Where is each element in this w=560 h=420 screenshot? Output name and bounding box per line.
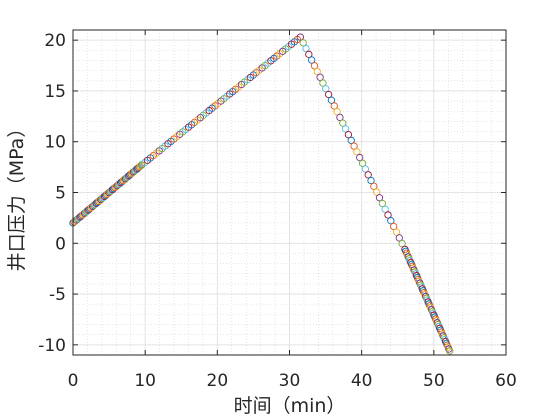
data-point <box>353 148 361 156</box>
data-point <box>392 228 401 236</box>
data-point <box>381 205 389 213</box>
data-point <box>367 176 375 185</box>
data-point <box>378 199 386 208</box>
data-point <box>316 73 324 81</box>
data-point <box>333 108 341 116</box>
data-point <box>364 171 372 179</box>
data-point <box>361 165 370 173</box>
x-tick-label: 0 <box>68 371 79 391</box>
y-tick-label: 20 <box>44 31 66 51</box>
data-point <box>302 44 310 53</box>
y-tick-label: 5 <box>55 184 66 204</box>
y-tick-label: -5 <box>49 285 66 305</box>
data-point <box>344 130 353 139</box>
y-tick-label: 0 <box>55 234 66 254</box>
data-point <box>310 62 319 70</box>
axis-ticks <box>72 30 507 355</box>
data-point <box>358 159 367 167</box>
data-point <box>319 79 327 87</box>
y-tick-label: 15 <box>44 82 66 102</box>
data-point <box>341 125 350 133</box>
x-tick-label: 60 <box>495 371 517 391</box>
data-point <box>327 96 336 104</box>
x-tick-label: 50 <box>423 371 445 391</box>
x-tick-label: 10 <box>134 371 156 391</box>
data-point <box>330 102 338 110</box>
data-point <box>322 85 330 93</box>
data-point <box>347 136 355 145</box>
y-tick-labels: 20 15 10 5 0 -5 -10 <box>38 31 66 356</box>
x-axis-label: 时间（min） <box>234 395 346 417</box>
y-tick-label: 10 <box>44 133 66 153</box>
data-point <box>307 56 316 64</box>
x-tick-label: 30 <box>279 371 301 391</box>
data-point <box>305 50 313 58</box>
data-point <box>446 347 454 355</box>
data-point <box>356 153 364 162</box>
y-tick-label: -10 <box>38 336 66 356</box>
data-point <box>389 222 398 231</box>
data-point <box>350 142 358 150</box>
data-point <box>336 113 344 122</box>
data-point <box>299 39 307 47</box>
data-point <box>395 234 403 242</box>
data-point <box>135 163 143 171</box>
data-point <box>373 188 381 196</box>
data-point <box>296 33 304 41</box>
data-point <box>313 67 321 76</box>
data-point <box>387 217 395 225</box>
data-point <box>375 194 384 202</box>
data-point <box>324 90 333 99</box>
data-points <box>69 33 454 355</box>
x-tick-labels: 0 10 20 30 40 50 60 <box>68 371 517 391</box>
data-point <box>339 119 347 127</box>
x-tick-label: 40 <box>351 371 373 391</box>
x-tick-label: 20 <box>207 371 229 391</box>
data-point <box>384 211 392 219</box>
data-point <box>398 239 406 248</box>
data-point <box>370 182 378 190</box>
y-axis-label: 井口压力（MPa） <box>6 119 28 272</box>
